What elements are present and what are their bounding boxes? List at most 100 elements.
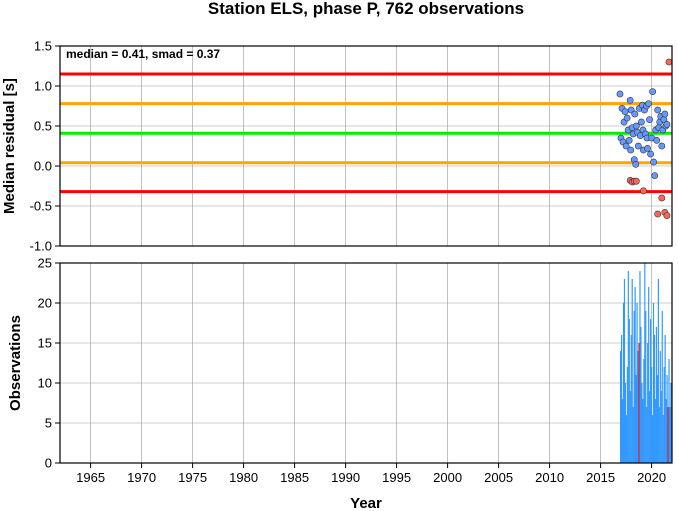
stats-annotation: median = 0.41, smad = 0.37 bbox=[66, 47, 220, 61]
y-tick-label: 0 bbox=[45, 456, 52, 471]
data-point bbox=[638, 118, 645, 126]
data-point bbox=[631, 110, 639, 118]
data-point bbox=[654, 106, 662, 114]
observation-bar bbox=[636, 303, 638, 463]
observation-bar bbox=[659, 351, 661, 463]
data-point bbox=[632, 177, 640, 185]
observation-bar bbox=[665, 399, 667, 463]
data-point bbox=[625, 136, 633, 144]
observation-bar bbox=[657, 279, 659, 463]
data-point bbox=[623, 114, 631, 122]
observation-bar bbox=[633, 311, 635, 463]
observation-bar bbox=[641, 383, 643, 463]
observation-bar bbox=[669, 407, 671, 463]
observation-bar bbox=[653, 335, 656, 463]
observation-bar bbox=[619, 351, 622, 463]
y-tick-label: 20 bbox=[38, 296, 52, 311]
observation-bar bbox=[662, 415, 664, 463]
data-point bbox=[621, 108, 629, 115]
residual-y-axis-label: Median residual [s] bbox=[1, 78, 18, 214]
observation-bar bbox=[635, 375, 637, 463]
y-tick-label: -1.0 bbox=[30, 239, 52, 254]
y-tick-label: 5 bbox=[45, 416, 52, 431]
x-tick-label: 2005 bbox=[484, 470, 513, 485]
x-tick-label: 1965 bbox=[76, 470, 105, 485]
data-point bbox=[616, 90, 624, 98]
observation-bar bbox=[638, 343, 640, 463]
observation-bar bbox=[654, 399, 657, 463]
observation-bars bbox=[619, 263, 672, 463]
data-point bbox=[651, 172, 659, 179]
observations-panel-grid bbox=[60, 262, 672, 464]
data-point bbox=[649, 88, 657, 95]
observation-bar bbox=[656, 375, 659, 463]
x-tick-label: 2000 bbox=[433, 470, 462, 485]
observation-bar bbox=[649, 391, 651, 463]
observation-bar bbox=[625, 415, 627, 463]
observation-bar bbox=[632, 407, 634, 463]
observation-bar bbox=[620, 335, 623, 463]
data-point bbox=[644, 144, 651, 152]
observation-bar bbox=[651, 415, 654, 463]
year-x-axis-label: Year bbox=[350, 495, 382, 511]
data-point bbox=[650, 158, 658, 166]
y-tick-label: 1.0 bbox=[34, 79, 52, 94]
observation-bar bbox=[664, 335, 666, 463]
y-tick-label: 15 bbox=[38, 336, 52, 351]
observation-bar bbox=[650, 319, 652, 463]
observation-bar bbox=[655, 327, 658, 463]
observation-bar bbox=[660, 391, 662, 463]
data-point bbox=[658, 142, 666, 150]
x-tick-label: 2010 bbox=[535, 470, 564, 485]
observation-bar bbox=[650, 367, 653, 463]
data-point bbox=[626, 97, 634, 104]
x-tick-label: 1980 bbox=[229, 470, 258, 485]
data-point bbox=[661, 110, 669, 118]
observation-bar bbox=[647, 343, 649, 463]
observation-bar bbox=[637, 351, 639, 463]
x-tick-label: 2015 bbox=[586, 470, 615, 485]
y-tick-label: -0.5 bbox=[30, 199, 52, 214]
data-point bbox=[640, 187, 647, 195]
observation-bar bbox=[646, 407, 648, 463]
residual-points bbox=[616, 58, 673, 219]
observation-bar bbox=[648, 287, 650, 463]
observation-bar bbox=[642, 399, 644, 463]
y-tick-label: 1.5 bbox=[34, 39, 52, 54]
observation-bar bbox=[643, 359, 645, 463]
data-point bbox=[627, 146, 635, 154]
data-point bbox=[634, 142, 642, 150]
x-tick-label: 1970 bbox=[127, 470, 156, 485]
observations-panel-frame bbox=[59, 262, 673, 464]
y-tick-label: 25 bbox=[38, 256, 52, 271]
x-tick-label: 1985 bbox=[280, 470, 309, 485]
observation-bar bbox=[663, 367, 665, 463]
observation-bar bbox=[639, 271, 641, 463]
data-point bbox=[622, 142, 630, 150]
data-point bbox=[632, 122, 640, 130]
y-tick-label: 0.5 bbox=[34, 119, 52, 134]
data-point bbox=[647, 150, 654, 158]
observation-bar bbox=[661, 311, 663, 463]
observation-bar bbox=[644, 263, 646, 463]
observation-bar bbox=[630, 335, 632, 463]
observation-bar bbox=[670, 383, 672, 463]
observation-bar bbox=[622, 303, 625, 463]
observation-bar bbox=[624, 383, 627, 463]
data-point bbox=[632, 160, 640, 168]
observation-bar bbox=[640, 327, 642, 463]
data-point bbox=[658, 194, 666, 202]
data-point bbox=[654, 210, 662, 218]
year-x-ticks: 1965 1970 1975 1980 1985 1990 1995 2000 2005 2010… bbox=[76, 463, 666, 485]
observation-bar bbox=[621, 399, 624, 463]
x-tick-label: 1990 bbox=[331, 470, 360, 485]
observation-bar bbox=[634, 287, 636, 463]
observation-bar bbox=[628, 319, 630, 463]
observation-bar bbox=[668, 359, 670, 463]
observation-bar bbox=[627, 271, 629, 463]
observation-bar bbox=[666, 375, 668, 463]
observations-y-axis-label: Observations bbox=[7, 315, 24, 411]
y-tick-label: 0.0 bbox=[34, 159, 52, 174]
observation-bar bbox=[645, 311, 647, 463]
